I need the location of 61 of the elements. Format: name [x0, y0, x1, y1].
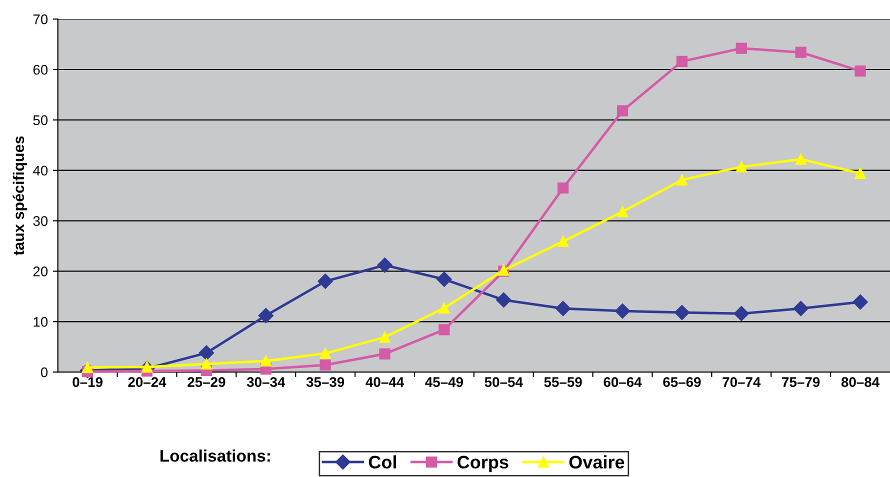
x-tick-label: 50–54	[484, 377, 523, 387]
point	[616, 105, 628, 116]
point	[200, 358, 212, 370]
x-tick-label: 45–49	[425, 377, 464, 387]
point	[795, 46, 806, 58]
x-tick-label: 0–19	[72, 377, 103, 387]
y-tick-label: 60	[33, 64, 48, 75]
point	[379, 348, 390, 360]
point	[558, 236, 569, 248]
point	[260, 355, 272, 367]
point	[318, 274, 333, 289]
point	[436, 272, 452, 287]
legend-title: Localisations:	[160, 450, 270, 462]
x-tick-label: 70–74	[722, 377, 761, 387]
x-tick-label: 65–69	[663, 377, 701, 387]
x-tick-label: 75–79	[782, 377, 820, 387]
point	[734, 306, 749, 322]
point	[141, 361, 153, 373]
legend-label: Col	[368, 455, 396, 469]
y-axis-title: taux spécifiques	[12, 136, 28, 256]
point	[320, 348, 331, 359]
y-tick-label: 20	[33, 266, 48, 276]
x-tick-label: 60–64	[604, 377, 642, 387]
y-tick-label: 10	[34, 316, 48, 327]
point	[736, 161, 747, 172]
point	[676, 174, 688, 186]
point	[852, 294, 868, 310]
y-tick-label: 50	[33, 115, 48, 126]
point	[377, 258, 392, 273]
x-tick-label: 30–34	[246, 377, 286, 388]
y-tick-label: 30	[33, 216, 48, 226]
point	[438, 324, 450, 336]
x-tick-label: 80–84	[841, 377, 880, 387]
x-tick-label: 55–59	[544, 377, 582, 387]
y-tick-label: 40	[33, 166, 48, 176]
point	[438, 302, 450, 314]
point	[320, 359, 331, 371]
point	[258, 308, 274, 324]
legend-label: Corps	[458, 456, 508, 472]
point	[556, 300, 571, 316]
x-tick-label: 35–39	[306, 377, 344, 388]
y-tick-label: 0	[40, 367, 48, 378]
point	[795, 154, 806, 165]
x-tick-label: 25–29	[188, 377, 226, 387]
point	[674, 304, 690, 320]
x-tick-label: 20–24	[128, 377, 166, 387]
point	[82, 362, 94, 374]
point	[379, 332, 390, 343]
point	[854, 65, 866, 77]
point	[496, 292, 512, 308]
point	[558, 182, 569, 194]
legend-label: Ovaire	[569, 455, 624, 469]
point	[676, 56, 688, 67]
point	[736, 42, 747, 54]
point	[616, 206, 628, 218]
point	[854, 168, 866, 179]
y-tick-label: 70	[33, 14, 48, 24]
x-tick-label: 40–44	[366, 377, 404, 387]
point	[793, 300, 808, 316]
point	[614, 303, 630, 319]
point	[198, 345, 214, 360]
